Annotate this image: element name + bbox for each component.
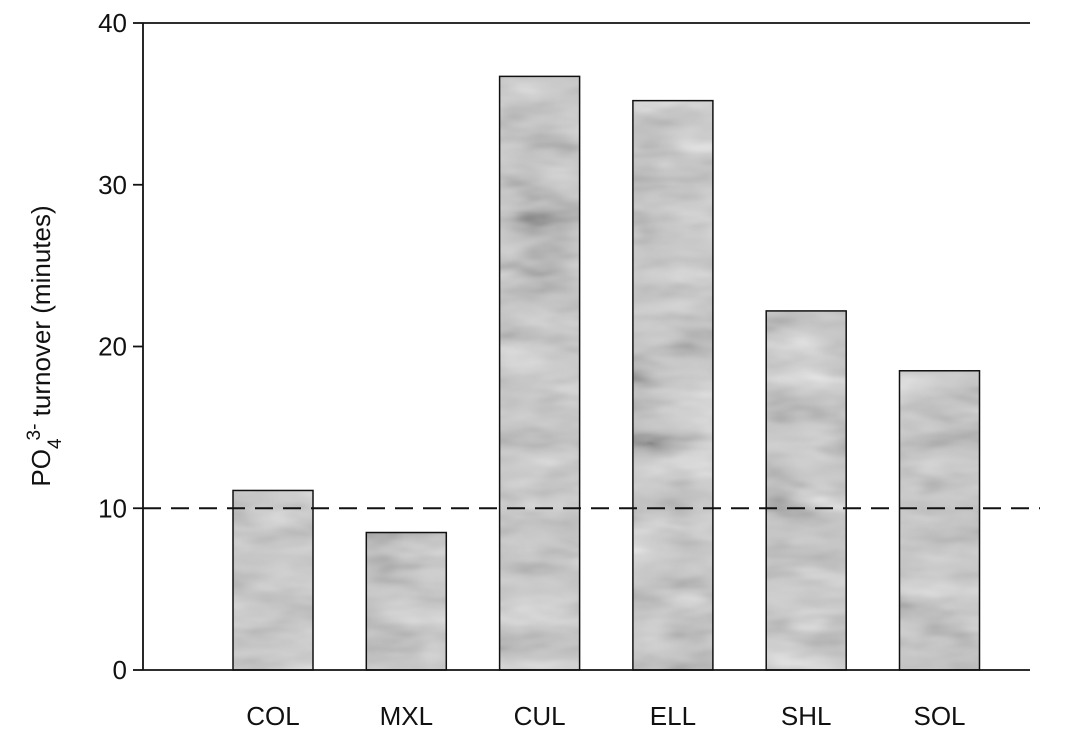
y-ticks-group: 0 10 20 30 40 xyxy=(98,8,143,685)
bar-texture-col xyxy=(233,490,313,670)
bar-sol xyxy=(898,370,981,671)
bars-group xyxy=(232,75,981,671)
x-tick-label-col: COL xyxy=(246,701,299,731)
x-tick-label-cul: CUL xyxy=(514,701,566,731)
y-tick-label-10: 10 xyxy=(98,493,127,523)
bar-texture-mxl xyxy=(366,532,447,670)
bar-cul xyxy=(498,75,581,671)
bar-col xyxy=(232,489,314,671)
x-tick-label-mxl: MXL xyxy=(380,701,433,731)
y-tick-label-20: 20 xyxy=(98,332,127,362)
bar-texture-shl xyxy=(766,310,847,670)
y-tick-label-0: 0 xyxy=(113,655,127,685)
bar-texture-cul xyxy=(499,76,580,670)
x-tick-label-shl: SHL xyxy=(781,701,832,731)
x-tick-label-sol: SOL xyxy=(913,701,965,731)
y-axis-title: PO43- turnover (minutes) xyxy=(24,205,66,486)
bar-shl xyxy=(765,310,847,671)
bar-ell xyxy=(632,99,714,671)
x-ticks-group: COL MXL CUL ELL SHL SOL xyxy=(246,701,965,731)
y-tick-label-40: 40 xyxy=(98,8,127,38)
bar-mxl xyxy=(365,531,448,671)
y-tick-label-30: 30 xyxy=(98,170,127,200)
x-tick-label-ell: ELL xyxy=(650,701,696,731)
bar-texture-ell xyxy=(632,100,713,670)
bar-texture-sol xyxy=(899,370,980,670)
